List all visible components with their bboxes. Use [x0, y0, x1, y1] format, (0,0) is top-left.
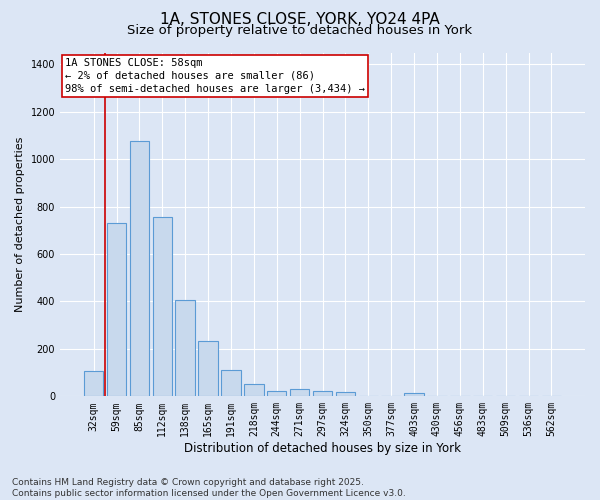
Bar [221, 370, 241, 396]
Text: 1A STONES CLOSE: 58sqm
← 2% of detached houses are smaller (86)
98% of semi-deta: 1A STONES CLOSE: 58sqm ← 2% of detached … [65, 58, 365, 94]
Bar [404, 394, 424, 396]
Y-axis label: Number of detached properties: Number of detached properties [15, 136, 25, 312]
Bar [199, 340, 218, 396]
Text: 1A, STONES CLOSE, YORK, YO24 4PA: 1A, STONES CLOSE, YORK, YO24 4PA [160, 12, 440, 28]
Text: Size of property relative to detached houses in York: Size of property relative to detached ho… [127, 24, 473, 37]
Bar [290, 389, 310, 396]
Bar [107, 223, 126, 396]
Bar [130, 142, 149, 396]
Bar [267, 391, 286, 396]
Bar [84, 372, 103, 396]
X-axis label: Distribution of detached houses by size in York: Distribution of detached houses by size … [184, 442, 461, 455]
Bar [313, 391, 332, 396]
Bar [175, 300, 195, 396]
Text: Contains HM Land Registry data © Crown copyright and database right 2025.
Contai: Contains HM Land Registry data © Crown c… [12, 478, 406, 498]
Bar [244, 384, 263, 396]
Bar [335, 392, 355, 396]
Bar [152, 218, 172, 396]
